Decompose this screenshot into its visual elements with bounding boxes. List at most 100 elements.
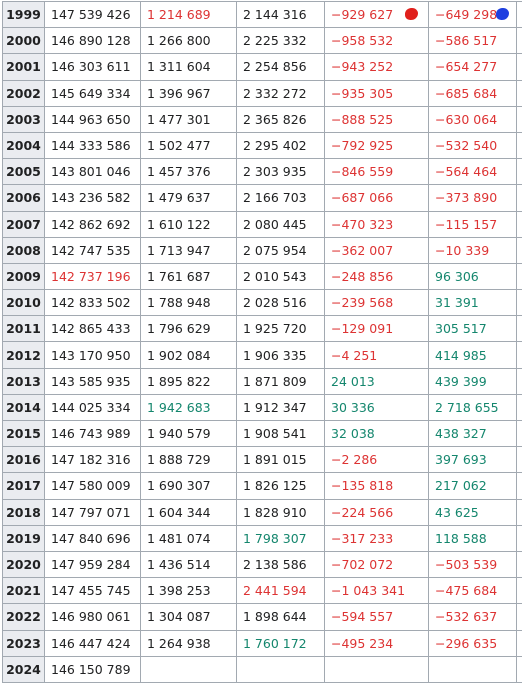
value-cell: 2 028 516 — [236, 289, 325, 317]
value-cell — [516, 236, 522, 264]
table-row: 2017 147 580 009 1 690 307 1 826 125 −135 81… — [2, 472, 522, 500]
value-cell: 142 737 196 — [44, 262, 141, 291]
value-cell — [428, 655, 517, 683]
value-cell: −239 568 — [324, 289, 429, 317]
value-cell: 142 833 502 — [44, 289, 141, 317]
value-cell: −129 091 — [324, 315, 429, 343]
value-cell: −685 684 — [428, 79, 517, 107]
year-cell: 2017 — [2, 472, 45, 500]
value-cell: 1 796 629 — [140, 315, 237, 343]
table-row: 2011 142 865 433 1 796 629 1 925 720 −129 09… — [2, 315, 522, 343]
value-cell — [516, 289, 522, 317]
value-cell: 1 891 015 — [236, 446, 325, 474]
value-cell: 144 025 334 — [44, 393, 141, 422]
year-cell: 2020 — [2, 550, 45, 579]
table-row: 2007 142 862 692 1 610 122 2 080 445 −470 32… — [2, 210, 522, 238]
value-cell: 1 304 087 — [140, 603, 237, 631]
value-cell: −532 540 — [428, 131, 517, 160]
value-cell: −4 251 — [324, 341, 429, 369]
value-cell: −888 525 — [324, 105, 429, 133]
value-cell: 1 760 172 — [236, 629, 325, 657]
value-cell: −943 252 — [324, 53, 429, 81]
value-cell — [516, 210, 522, 238]
value-cell: 1 713 947 — [140, 236, 237, 264]
table-row: 2023 146 447 424 1 264 938 1 760 172 −495 23… — [2, 629, 522, 657]
value-cell: 147 455 745 — [44, 577, 141, 605]
value-cell: 1 942 683 — [140, 393, 237, 422]
value-cell: 2 138 586 — [236, 550, 325, 579]
value-cell: 438 327 — [428, 419, 517, 448]
red-icon — [405, 8, 418, 20]
value-cell: −296 635 — [428, 629, 517, 657]
year-cell: 2009 — [2, 262, 45, 291]
value-cell — [516, 27, 522, 55]
value-cell: 2 144 316 — [236, 0, 325, 29]
year-cell: 2002 — [2, 79, 45, 107]
value-cell: 2 075 954 — [236, 236, 325, 264]
table-row: 2009 142 737 196 1 761 687 2 010 543 −248 85… — [2, 262, 522, 291]
value-cell: −586 517 — [428, 27, 517, 55]
value-cell: 1 479 637 — [140, 184, 237, 212]
value-cell: 1 457 376 — [140, 158, 237, 186]
value-cell: 217 062 — [428, 472, 517, 500]
value-cell: −495 234 — [324, 629, 429, 657]
year-cell: 2001 — [2, 53, 45, 81]
value-cell: 144 333 586 — [44, 131, 141, 160]
table-row: 2008 142 747 535 1 713 947 2 075 954 −362 00… — [2, 236, 522, 264]
table-row: 2002 145 649 334 1 396 967 2 332 272 −935 30… — [2, 79, 522, 107]
value-cell — [516, 131, 522, 160]
value-cell: 142 862 692 — [44, 210, 141, 238]
value-cell: 439 399 — [428, 367, 517, 395]
value-cell: 146 303 611 — [44, 53, 141, 81]
year-cell: 2019 — [2, 524, 45, 552]
table-row: 2004 144 333 586 1 502 477 2 295 402 −792 92… — [2, 131, 522, 160]
table-row: 2024 146 150 789 — [2, 655, 522, 683]
value-cell: −702 072 — [324, 550, 429, 579]
value-cell — [516, 0, 522, 29]
year-cell: 2022 — [2, 603, 45, 631]
value-cell: 1 311 604 — [140, 53, 237, 81]
value-cell: −594 557 — [324, 603, 429, 631]
year-cell: 2003 — [2, 105, 45, 133]
value-cell: −475 684 — [428, 577, 517, 605]
value-cell: 146 890 128 — [44, 27, 141, 55]
value-cell: 1 912 347 — [236, 393, 325, 422]
year-cell: 2008 — [2, 236, 45, 264]
value-cell — [516, 315, 522, 343]
value-cell: 1 398 253 — [140, 577, 237, 605]
year-cell: 2004 — [2, 131, 45, 160]
value-cell — [140, 655, 237, 683]
year-cell: 2016 — [2, 446, 45, 474]
value-cell — [516, 498, 522, 526]
value-cell: −654 277 — [428, 53, 517, 81]
year-cell: 2013 — [2, 367, 45, 395]
value-cell: 31 391 — [428, 289, 517, 317]
value-cell — [516, 393, 522, 422]
table-row: 2014 144 025 334 1 942 683 1 912 347 30 336 2… — [2, 393, 522, 422]
value-cell — [516, 53, 522, 81]
value-cell — [516, 472, 522, 500]
value-cell: −248 856 — [324, 262, 429, 291]
value-cell — [516, 341, 522, 369]
value-cell: 1 690 307 — [140, 472, 237, 500]
value-cell: 2 332 272 — [236, 79, 325, 107]
value-cell: 305 517 — [428, 315, 517, 343]
year-cell: 2024 — [2, 655, 45, 683]
value-cell: −846 559 — [324, 158, 429, 186]
value-cell — [516, 79, 522, 107]
value-cell: 2 718 655 — [428, 393, 517, 422]
value-cell: 143 801 046 — [44, 158, 141, 186]
value-cell: 147 580 009 — [44, 472, 141, 500]
value-cell: 1 761 687 — [140, 262, 237, 291]
year-cell: 2007 — [2, 210, 45, 238]
value-cell: 142 747 535 — [44, 236, 141, 264]
value-cell: 2 080 445 — [236, 210, 325, 238]
value-cell: 143 236 582 — [44, 184, 141, 212]
value-cell: −115 157 — [428, 210, 517, 238]
value-cell: 2 254 856 — [236, 53, 325, 81]
value-cell: 2 166 703 — [236, 184, 325, 212]
table-row: 2003 144 963 650 1 477 301 2 365 826 −888 52… — [2, 105, 522, 133]
